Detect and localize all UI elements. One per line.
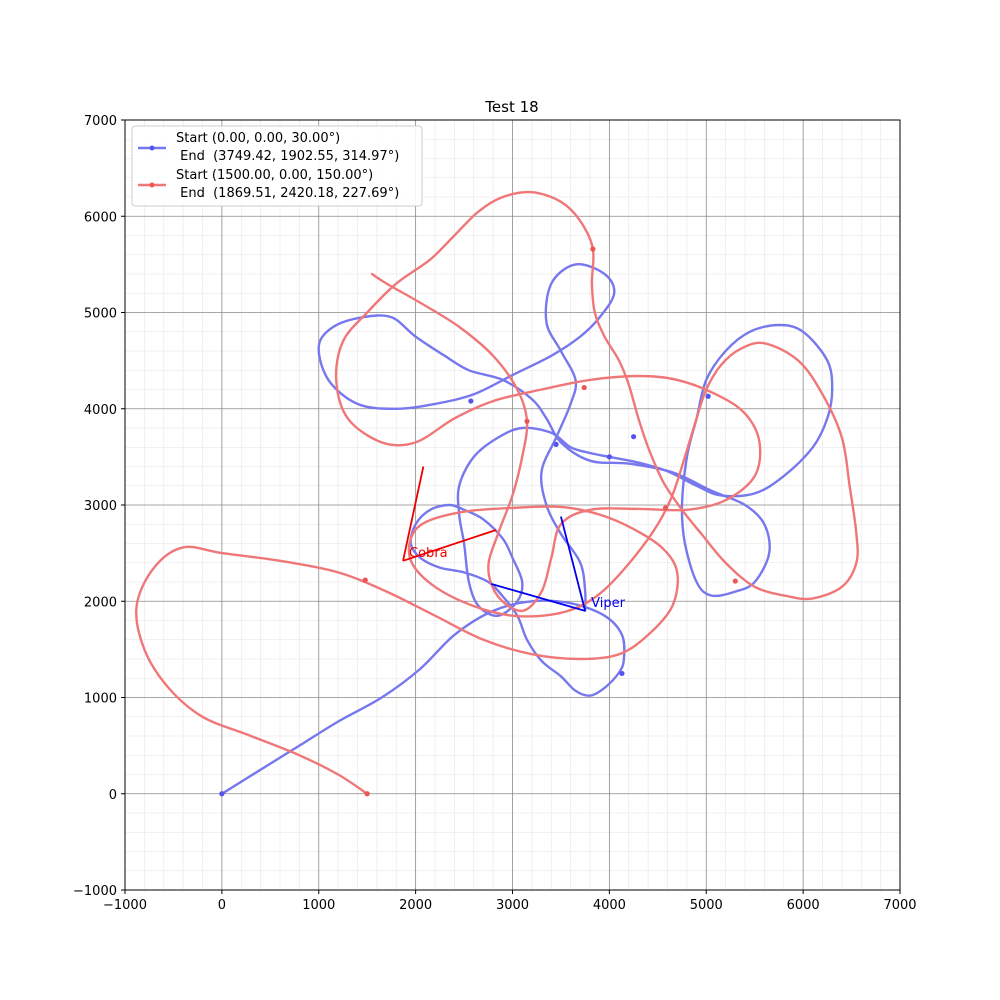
vehicle-layer: Viper Cobra <box>402 466 626 612</box>
y-tick-label: 1000 <box>84 692 117 707</box>
x-tick-label: 6000 <box>787 898 820 913</box>
series-line-red <box>135 190 859 795</box>
x-axis: −1000 0 1000 2000 3000 4000 5000 6000 7000 <box>103 890 917 913</box>
x-tick-label: 0 <box>218 898 226 913</box>
x-tick-label: 1000 <box>302 898 335 913</box>
y-axis: −1000 0 1000 2000 3000 4000 5000 6000 7000 <box>73 114 125 899</box>
y-tick-label: 3000 <box>84 499 117 514</box>
x-tick-label: 4000 <box>593 898 626 913</box>
series-marker-blue <box>553 441 559 447</box>
viper-heading-line <box>560 516 587 612</box>
series-line-blue <box>220 262 834 795</box>
y-tick-label: 4000 <box>84 403 117 418</box>
x-tick-label: −1000 <box>103 898 147 913</box>
x-tick-label: 5000 <box>690 898 723 913</box>
cobra-heading-line <box>402 466 425 562</box>
series-marker-red <box>732 578 738 584</box>
series-marker-blue <box>619 670 625 677</box>
series-marker-red <box>364 791 370 797</box>
cobra-label: Cobra <box>409 546 448 561</box>
legend-box <box>131 125 423 207</box>
y-tick-label: 0 <box>109 788 117 803</box>
legend-marker-blue <box>149 145 155 151</box>
y-tick-label: 7000 <box>84 114 117 129</box>
legend-label-blue-end: End (3749.42, 1902.55, 314.97°) <box>176 149 399 164</box>
x-tick-label: 7000 <box>883 898 916 913</box>
series-marker-blue <box>630 434 637 440</box>
x-tick-label: 2000 <box>399 898 432 913</box>
legend-marker-red <box>149 182 155 188</box>
series-marker-blue <box>468 398 474 404</box>
series-marker-blue <box>705 393 711 399</box>
legend: Start (0.00, 0.00, 30.00°) End (3749.42,… <box>131 125 423 207</box>
series-marker-red <box>581 384 587 391</box>
series-marker-red <box>590 246 596 252</box>
x-tick-label: 3000 <box>496 898 529 913</box>
y-tick-label: 5000 <box>84 307 117 322</box>
series-marker-red <box>524 418 530 424</box>
chart-title: Test 18 <box>484 98 538 116</box>
viper-label: Viper <box>591 596 625 611</box>
legend-label-red-end: End (1869.51, 2420.18, 227.69°) <box>176 186 399 201</box>
y-tick-label: 6000 <box>84 210 117 225</box>
y-tick-label: 2000 <box>84 595 117 610</box>
legend-label-blue-start: Start (0.00, 0.00, 30.00°) <box>176 131 340 146</box>
series-layer <box>135 190 859 797</box>
series-marker-red <box>362 577 368 583</box>
y-tick-label: −1000 <box>73 884 117 899</box>
cobra-heading-line <box>402 529 497 562</box>
series-marker-red <box>662 505 669 511</box>
series-marker-blue <box>219 791 225 797</box>
series-marker-blue <box>606 454 612 460</box>
legend-label-red-start: Start (1500.00, 0.00, 150.00°) <box>176 168 373 183</box>
viper-heading-line <box>490 583 586 612</box>
